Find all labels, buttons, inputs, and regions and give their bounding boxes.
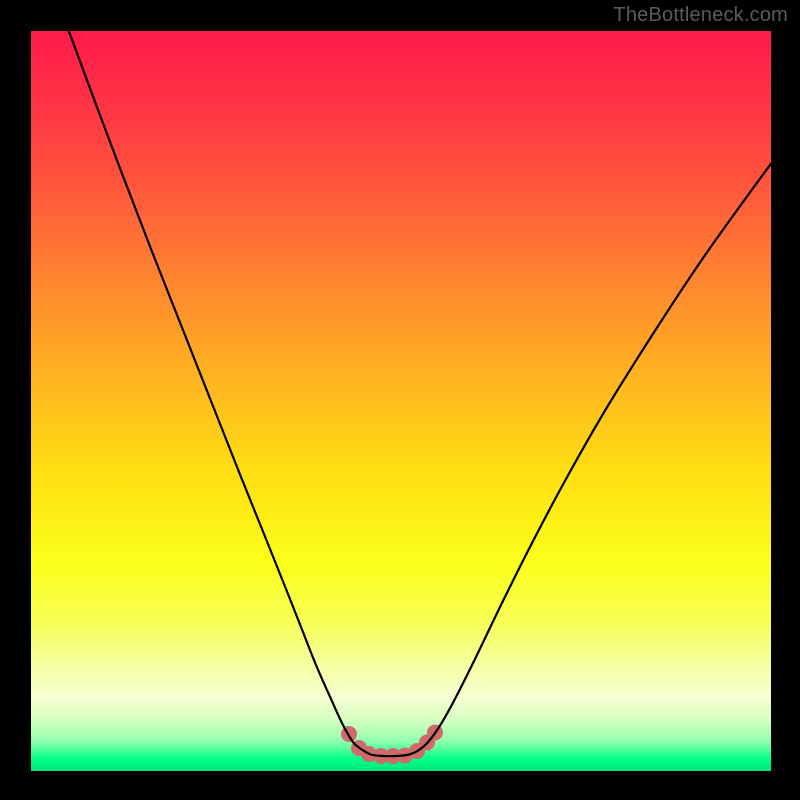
watermark-text: TheBottleneck.com — [613, 4, 788, 27]
bottleneck-curve — [67, 31, 771, 756]
chart-frame: TheBottleneck.com — [0, 0, 800, 800]
plot-area — [31, 31, 771, 771]
curves-layer — [31, 31, 771, 771]
